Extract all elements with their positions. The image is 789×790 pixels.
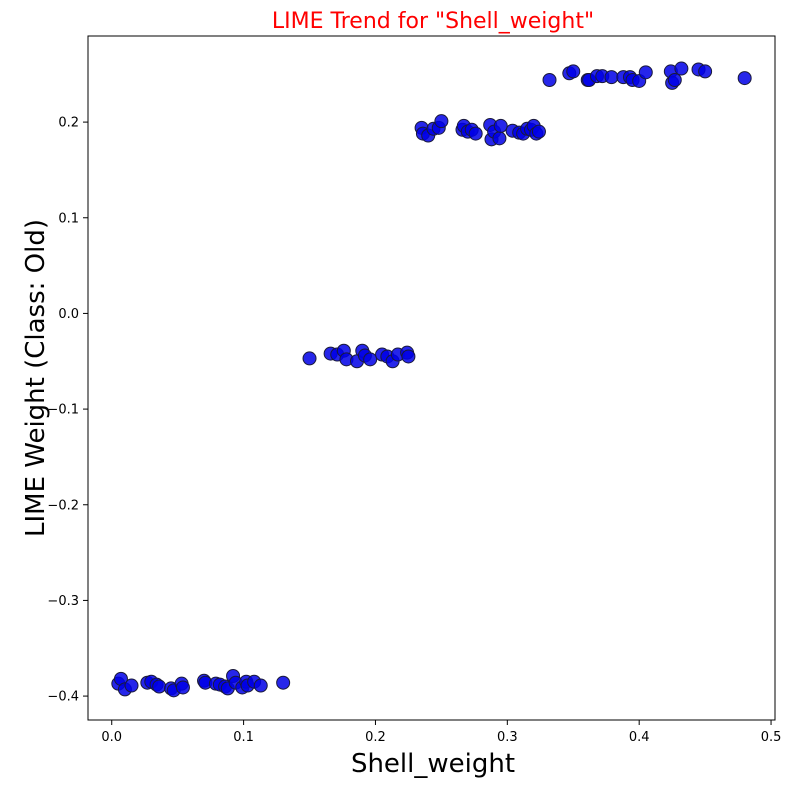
- x-tick-label: 0.3: [497, 730, 518, 745]
- data-point: [542, 73, 557, 88]
- data-point: [638, 65, 653, 80]
- y-tick-label: −0.2: [47, 498, 79, 513]
- y-axis: −0.4 −0.3 −0.2 −0.1 0.0 0.1 0.2: [47, 116, 88, 705]
- data-point: [698, 64, 713, 79]
- x-axis-label: Shell_weight: [351, 749, 515, 779]
- data-point: [276, 675, 291, 690]
- data-point: [674, 61, 689, 76]
- data-point: [302, 351, 317, 366]
- data-point: [566, 64, 581, 79]
- data-point: [492, 131, 507, 146]
- x-tick-label: 0.5: [761, 730, 782, 745]
- data-point: [152, 679, 167, 694]
- data-points: [111, 61, 752, 698]
- y-tick-label: −0.1: [47, 403, 79, 418]
- y-tick-label: −0.3: [47, 594, 79, 609]
- data-point: [468, 126, 483, 141]
- chart-title: LIME Trend for "Shell_weight": [272, 9, 594, 34]
- x-tick-label: 0.2: [365, 730, 386, 745]
- plot-frame: [87, 35, 776, 721]
- x-axis: 0.0 0.1 0.2 0.3 0.4 0.5: [101, 720, 781, 745]
- x-tick-label: 0.1: [233, 730, 254, 745]
- data-point: [401, 349, 416, 364]
- data-point: [667, 73, 682, 88]
- y-tick-label: 0.2: [58, 116, 79, 131]
- data-point: [175, 680, 190, 695]
- y-tick-label: 0.0: [58, 307, 79, 322]
- data-point: [124, 678, 139, 693]
- y-tick-label: −0.4: [47, 690, 79, 705]
- data-point: [493, 118, 508, 133]
- x-tick-label: 0.0: [101, 730, 122, 745]
- x-tick-label: 0.4: [629, 730, 650, 745]
- data-point: [737, 71, 752, 86]
- y-axis-label: LIME Weight (Class: Old): [21, 219, 51, 537]
- data-point: [604, 70, 619, 85]
- data-point: [531, 124, 546, 139]
- data-point: [253, 678, 268, 693]
- data-point: [434, 114, 449, 129]
- y-tick-label: 0.1: [58, 211, 79, 226]
- data-point: [363, 352, 378, 367]
